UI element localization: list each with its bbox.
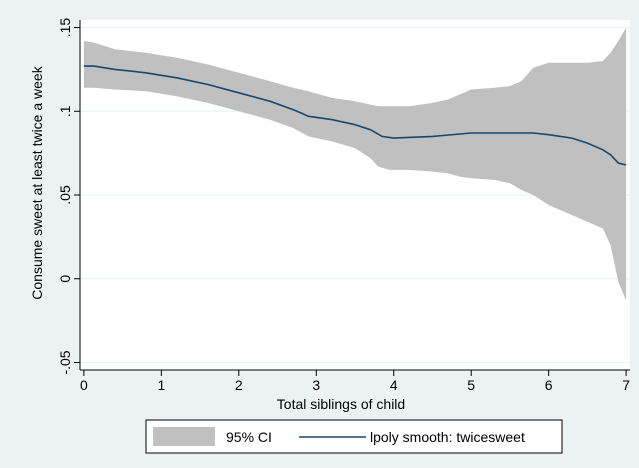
y-tick-label: -.05 [57, 350, 73, 374]
legend-label-ci: 95% CI [226, 429, 272, 445]
y-axis-title: Consume sweet at least twice a week [29, 65, 45, 299]
smooth-line-layer [83, 65, 627, 166]
y-tick-label: 0 [57, 275, 73, 283]
y-ticks: -.05 0 .05 .1 .15 [57, 18, 80, 375]
x-tick-label: 3 [312, 377, 320, 393]
ci-band [83, 27, 627, 301]
legend-swatch-ci [153, 427, 215, 446]
x-axis-title: Total siblings of child [277, 396, 405, 412]
x-tick-label: 2 [235, 377, 243, 393]
x-tick-label: 5 [467, 377, 475, 393]
ci-band-layer [83, 27, 627, 301]
legend-label-line: lpoly smooth: twicesweet [370, 429, 525, 445]
x-tick-label: 1 [157, 377, 165, 393]
y-tick-label: .1 [57, 105, 73, 117]
x-tick-label: 4 [390, 377, 398, 393]
x-tick-label: 6 [545, 377, 553, 393]
x-ticks: 0 1 2 3 4 5 6 7 [80, 370, 630, 393]
legend: 95% CI lpoly smooth: twicesweet [145, 419, 563, 454]
y-tick-label: .15 [57, 18, 73, 38]
lpoly-smooth-line [83, 65, 627, 166]
y-tick-label: .05 [57, 185, 73, 205]
x-tick-label: 0 [80, 377, 88, 393]
x-tick-label: 7 [622, 377, 630, 393]
